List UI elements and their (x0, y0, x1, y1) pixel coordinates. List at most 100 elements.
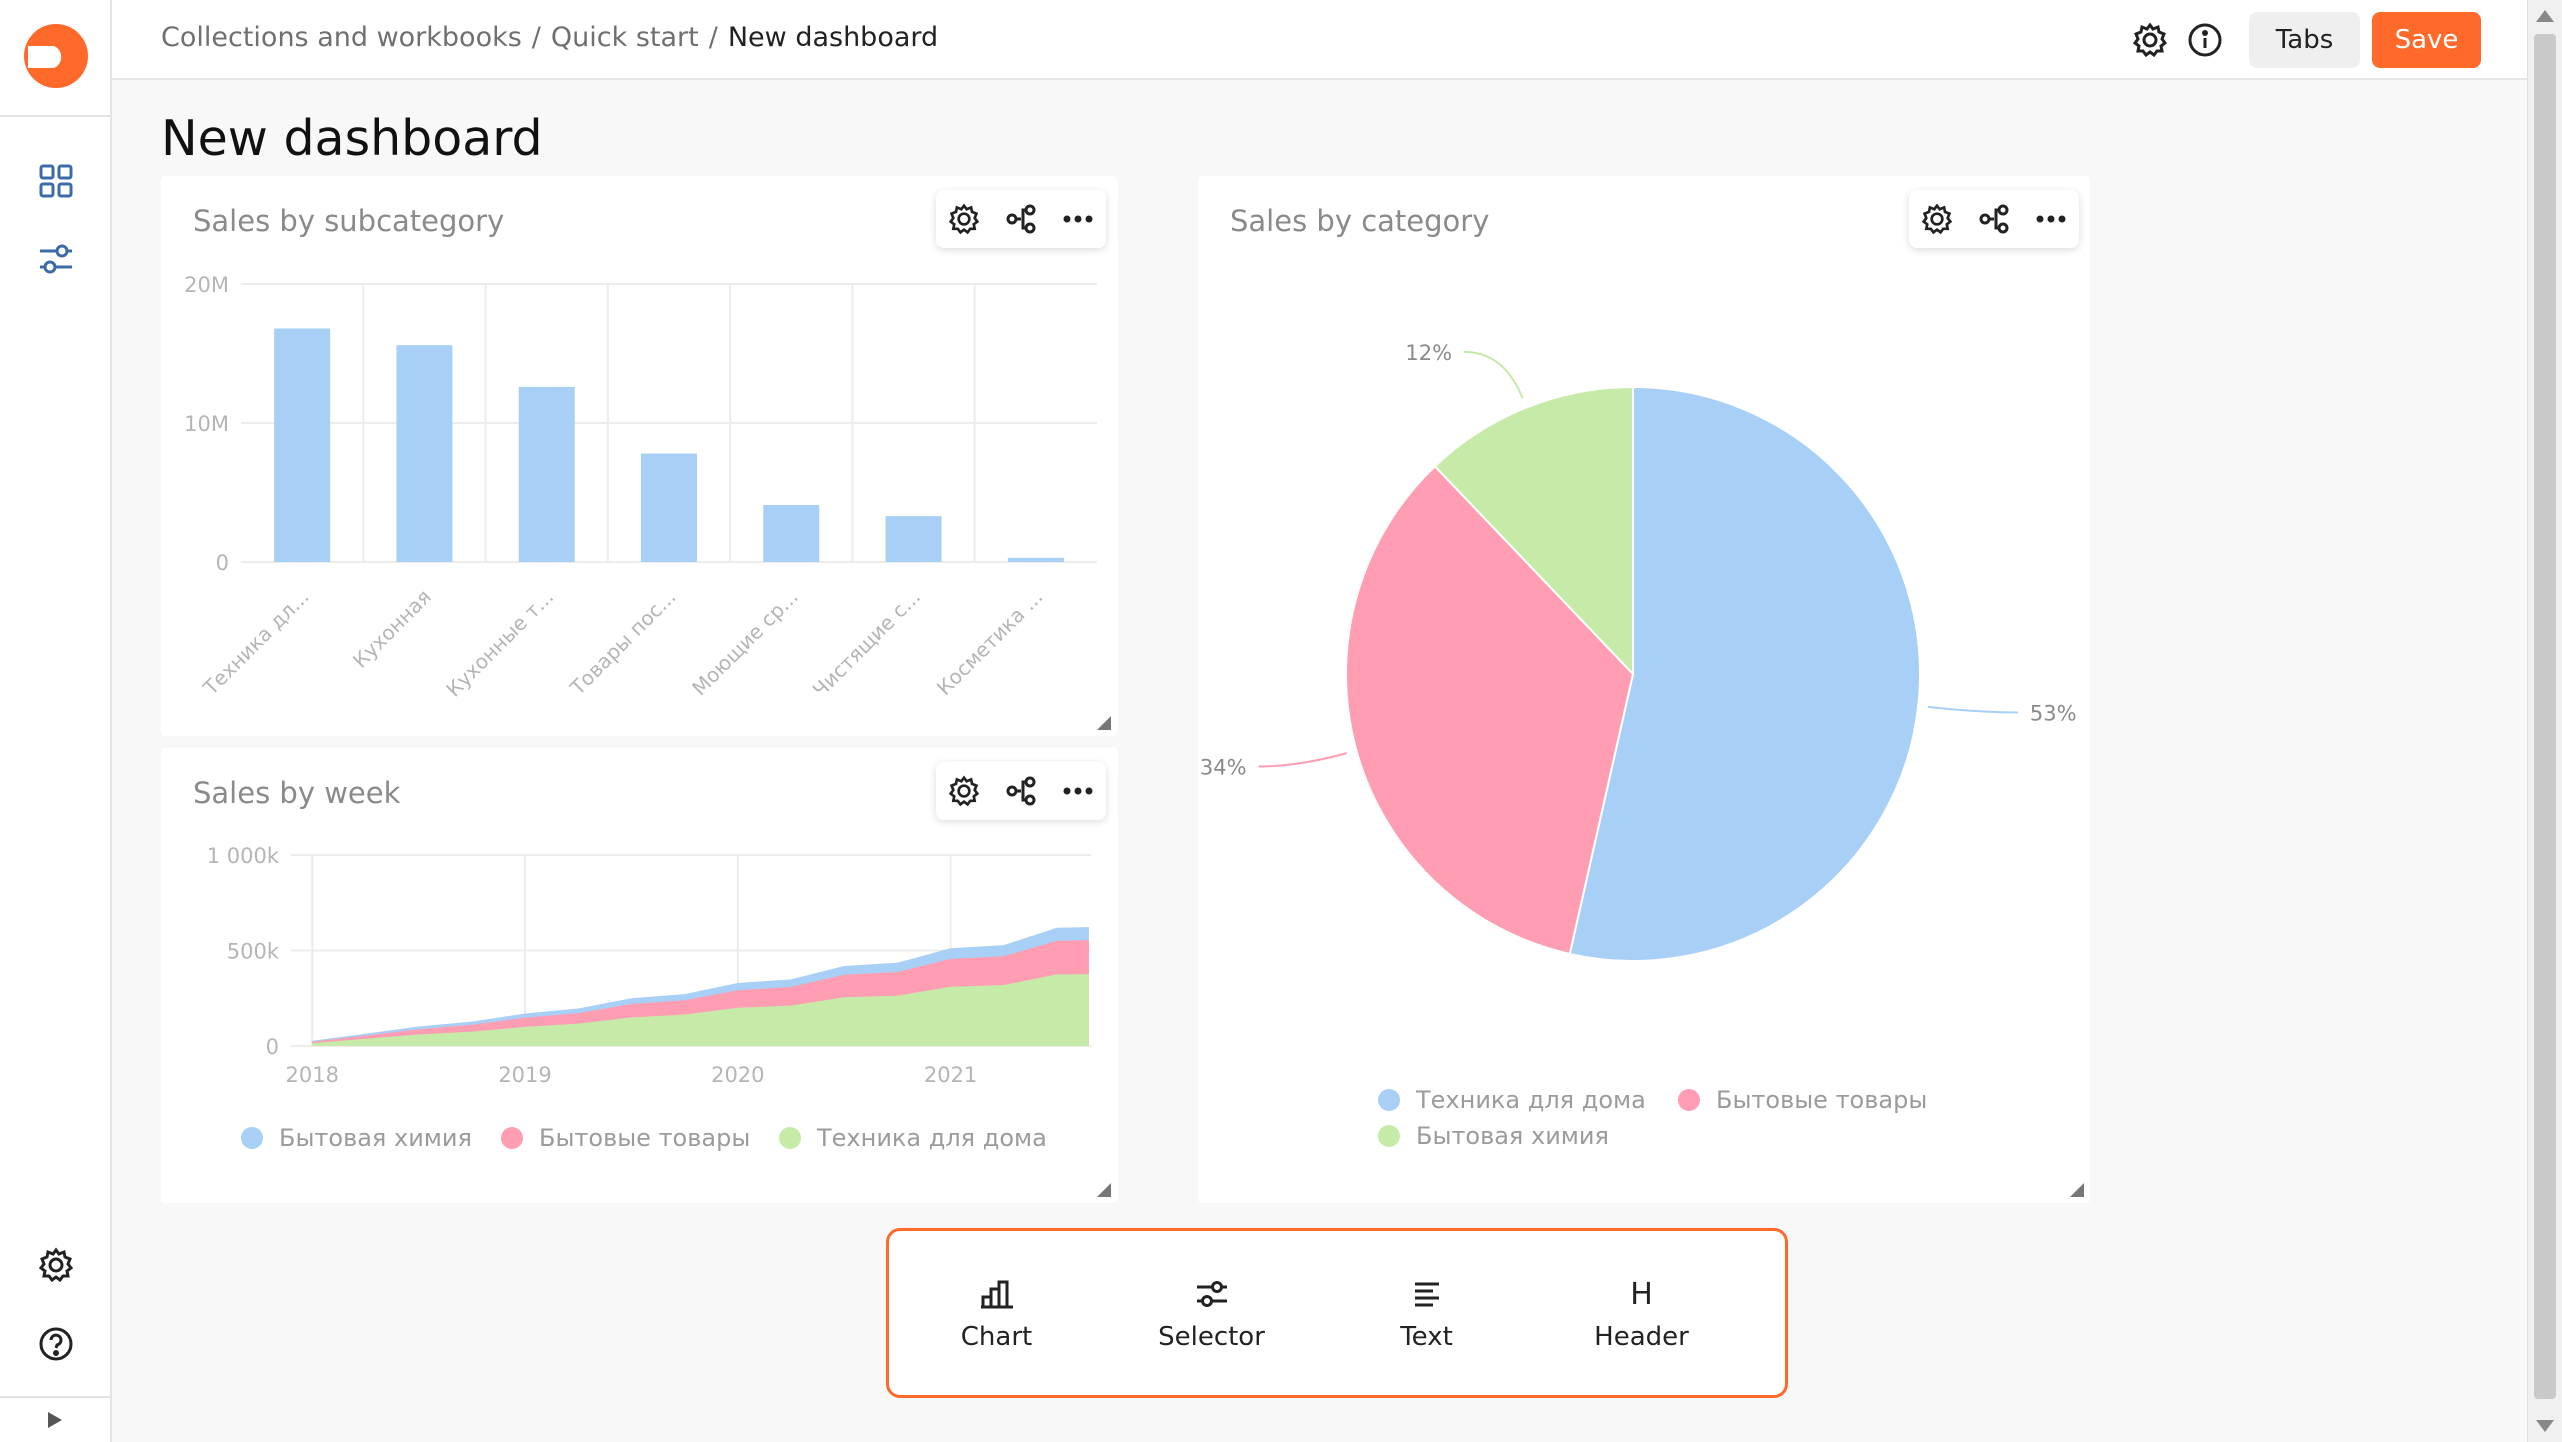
legend-dot (779, 1127, 801, 1149)
gear-icon (1922, 203, 1953, 235)
legend-dot (501, 1127, 523, 1149)
legend-label: Бытовая химия (279, 1124, 472, 1152)
x-tick-label: Кухонная (348, 585, 436, 673)
widget-links-button[interactable] (1974, 199, 2014, 239)
legend-dot (1678, 1089, 1700, 1111)
widget-settings-button[interactable] (944, 771, 984, 811)
scrollbar-thumb[interactable] (2534, 34, 2556, 1399)
gear-icon (949, 203, 980, 235)
widget-sales-by-week[interactable]: Sales by week 1 000k 500k 0 2018 2019 2020 202… (161, 748, 1117, 1203)
y-tick-label: 0 (216, 551, 229, 575)
x-tick-label: 2019 (498, 1063, 551, 1087)
bar (763, 505, 820, 562)
add-header-button[interactable]: H Header (1534, 1231, 1749, 1395)
sidebar-item-help[interactable] (32, 1320, 80, 1368)
info-icon (2188, 23, 2222, 57)
bar (396, 345, 453, 562)
scroll-up-arrow-icon[interactable] (2536, 10, 2554, 22)
widget-links-button[interactable] (1001, 771, 1041, 811)
breadcrumb-separator: / (531, 22, 541, 53)
sliders-icon (40, 244, 72, 274)
sidebar-item-settings[interactable] (32, 1241, 80, 1289)
help-icon (39, 1327, 73, 1361)
widget-sales-by-category[interactable]: Sales by category 53% 34% 12% Техника для … (1198, 176, 2090, 1203)
share-nodes-icon (1006, 204, 1036, 234)
pie-leader-line (1258, 752, 1348, 768)
legend-label: Бытовые товары (1716, 1086, 1928, 1114)
legend-dot (1378, 1125, 1400, 1147)
widget-title: Sales by week (193, 776, 401, 810)
more-dots-icon (1063, 787, 1093, 795)
breadcrumb-quick-start[interactable]: Quick start (550, 22, 699, 53)
pie-slice (1433, 385, 1634, 677)
widget-resize-handle[interactable] (1097, 1183, 1111, 1197)
sidebar-item-selectors[interactable] (32, 235, 80, 283)
widget-resize-handle[interactable] (1097, 716, 1111, 730)
pie-data-label: 12% (1405, 341, 1452, 365)
week-chart-legend: Бытовая химия Бытовые товары Техника для… (241, 1124, 1101, 1164)
share-nodes-icon (1006, 776, 1036, 806)
bar (1007, 557, 1064, 562)
breadcrumb-separator: / (708, 22, 718, 53)
breadcrumb-current: New dashboard (727, 22, 939, 53)
toolbox-label: Chart (960, 1322, 1033, 1352)
legend-dot (1378, 1089, 1400, 1111)
widget-toolbar (1909, 190, 2079, 248)
area-series (312, 974, 1089, 1046)
widget-resize-handle[interactable] (2070, 1183, 2084, 1197)
add-chart-button[interactable]: Chart (889, 1231, 1104, 1395)
scroll-down-arrow-icon[interactable] (2536, 1420, 2554, 1432)
widget-links-button[interactable] (1001, 199, 1041, 239)
subcategory-bar-chart: 20M 10M 0 Техника дл... Кухонная Кухонные т..… (184, 273, 1097, 702)
x-tick-label: 2018 (286, 1063, 339, 1087)
widget-more-button[interactable] (1058, 199, 1098, 239)
legend-label: Бытовая химия (1416, 1122, 1609, 1150)
more-dots-icon (1063, 215, 1093, 223)
add-text-button[interactable]: Text (1319, 1231, 1534, 1395)
bar (641, 453, 697, 562)
save-button[interactable]: Save (2372, 12, 2481, 68)
legend-item[interactable]: Бытовая химия (241, 1124, 472, 1152)
header-icon: H (1630, 1276, 1653, 1312)
info-button[interactable] (2185, 20, 2225, 60)
legend-dot (241, 1127, 263, 1149)
legend-item[interactable]: Бытовые товары (1678, 1086, 1927, 1114)
y-tick-label: 0 (266, 1035, 279, 1059)
add-selector-button[interactable]: Selector (1104, 1231, 1319, 1395)
x-tick-label: Кухонные т... (441, 585, 558, 702)
pie-leader-line (1464, 350, 1524, 399)
x-tick-label: Чистящие с... (808, 585, 925, 702)
legend-item[interactable]: Техника для дома (779, 1124, 1047, 1152)
y-tick-label: 500k (227, 940, 280, 964)
sidebar (0, 0, 112, 1442)
legend-label: Техника для дома (1416, 1086, 1646, 1114)
widget-more-button[interactable] (1058, 771, 1098, 811)
y-tick-label: 1 000k (207, 844, 280, 868)
sidebar-expand-button[interactable] (0, 1396, 110, 1442)
page-title: New dashboard (161, 110, 543, 167)
app-logo-icon[interactable] (22, 22, 90, 90)
pie-data-label: 34% (1200, 755, 1247, 779)
play-triangle-icon (48, 1412, 62, 1428)
tabs-button[interactable]: Tabs (2249, 12, 2360, 68)
gear-icon (38, 1247, 74, 1283)
widget-settings-button[interactable] (1917, 199, 1957, 239)
toolbox-label: Header (1594, 1322, 1689, 1352)
widget-toolbar (936, 190, 1106, 248)
legend-item[interactable]: Бытовая химия (1378, 1122, 1609, 1150)
share-nodes-icon (1979, 204, 2009, 234)
dashboard-settings-button[interactable] (2130, 20, 2170, 60)
x-tick-label: Товары пос... (565, 585, 681, 701)
widget-sales-by-subcategory[interactable]: Sales by subcategory 20M 10M 0 Техника дл..… (161, 176, 1117, 736)
top-header: Collections and workbooks / Quick start / Ne… (112, 0, 2527, 80)
breadcrumb-collections[interactable]: Collections and workbooks (161, 22, 522, 53)
legend-item[interactable]: Техника для дома (1378, 1086, 1646, 1114)
widget-more-button[interactable] (2031, 199, 2071, 239)
widget-settings-button[interactable] (944, 199, 984, 239)
pie-data-label: 53% (2030, 701, 2077, 725)
category-pie-chart: 53% 34% 12% (1200, 341, 2077, 962)
toolbox-label: Text (1400, 1322, 1453, 1352)
legend-item[interactable]: Бытовые товары (501, 1124, 750, 1152)
sidebar-item-dashboards[interactable] (32, 157, 80, 205)
page-scrollbar[interactable] (2527, 0, 2562, 1442)
